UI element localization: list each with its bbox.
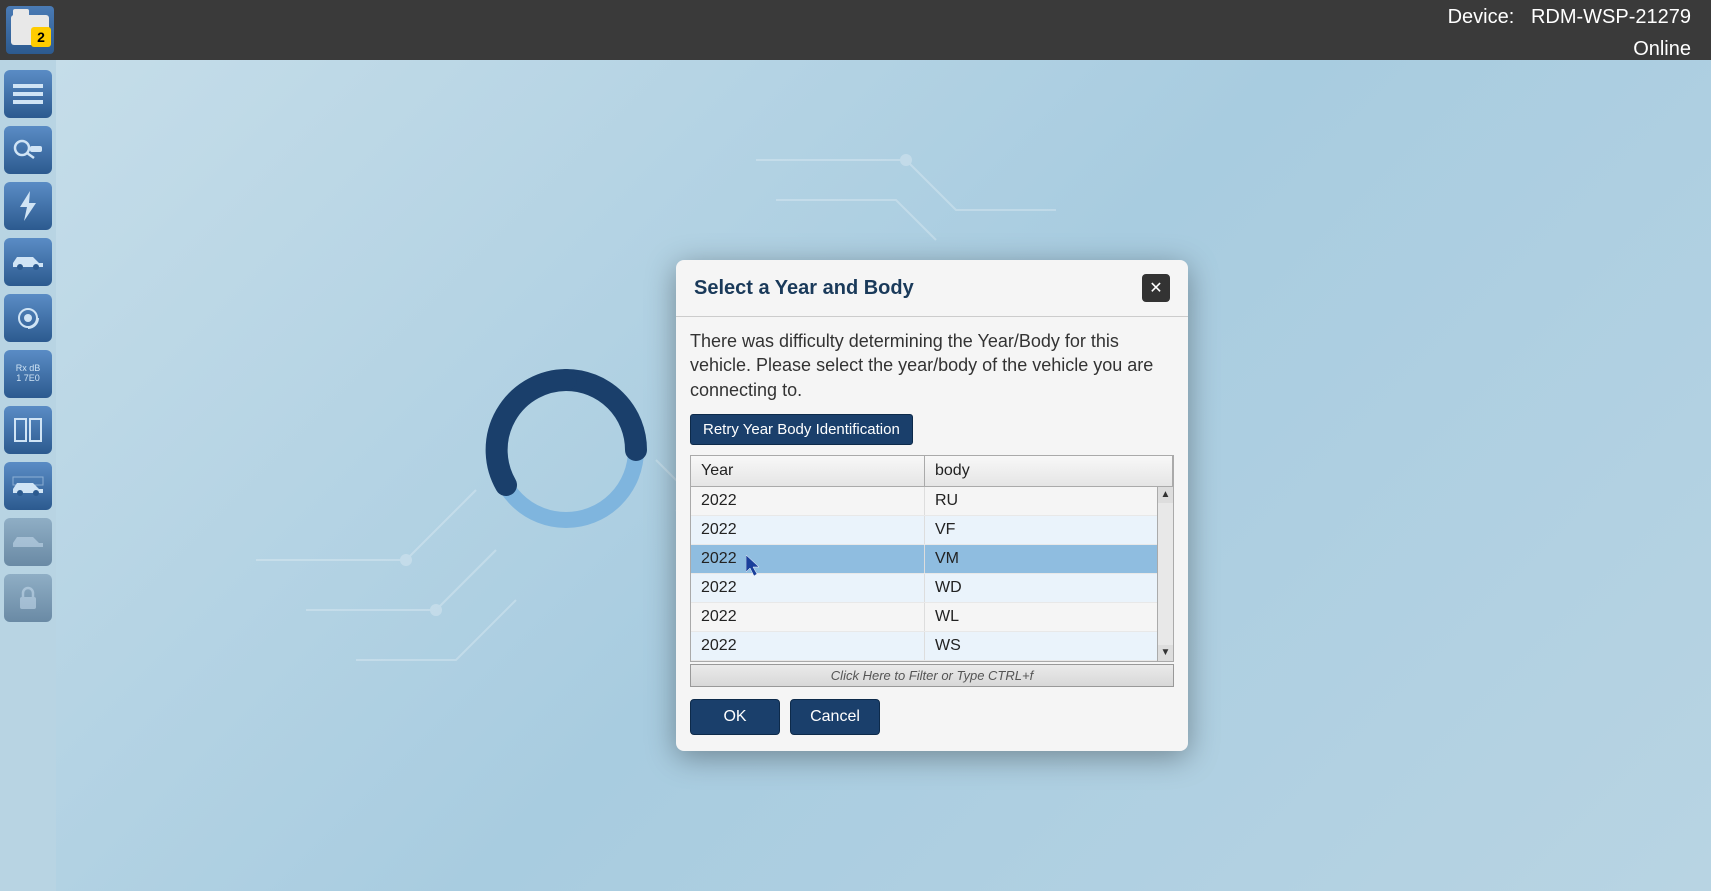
table-row[interactable]: 2022RU [691,487,1157,516]
lock-icon [4,574,52,622]
scroll-down-icon[interactable]: ▼ [1158,645,1173,661]
folder-button[interactable]: 2 [6,6,54,54]
topbar: 2 Device: RDM-WSP-21279 Online [0,0,1711,60]
column-header-year[interactable]: Year [691,456,925,486]
vehicle2-icon[interactable] [4,462,52,510]
cell-year: 2022 [691,574,925,602]
retry-button[interactable]: Retry Year Body Identification [690,414,913,445]
vehicle-icon[interactable] [4,238,52,286]
year-body-dialog: Select a Year and Body ✕ There was diffi… [676,260,1188,751]
scrollbar[interactable]: ▲ ▼ [1157,487,1173,661]
cell-body: WS [925,632,1157,660]
filter-input[interactable]: Click Here to Filter or Type CTRL+f [690,664,1174,687]
dialog-body: There was difficulty determining the Yea… [676,317,1188,751]
cancel-button[interactable]: Cancel [790,699,880,735]
folder-count-badge: 2 [31,27,51,47]
radar-icon[interactable] [4,294,52,342]
device-id: RDM-WSP-21279 [1531,6,1691,28]
ok-button[interactable]: OK [690,699,780,735]
scan-icon[interactable] [4,126,52,174]
device-label: Device: [1448,6,1515,28]
flash-icon[interactable] [4,182,52,230]
table-header: Year body [691,456,1173,487]
vehicle3-icon [4,518,52,566]
year-body-table: Year body 2022RU2022VF2022VM2022WD2022WL… [690,455,1174,662]
cell-year: 2022 [691,632,925,660]
cell-body: VF [925,516,1157,544]
cell-body: VM [925,545,1157,573]
column-header-body[interactable]: body [925,456,1173,486]
scroll-track[interactable] [1158,503,1173,645]
cell-year: 2022 [691,603,925,631]
cell-body: WL [925,603,1157,631]
table-row[interactable]: 2022WD [691,574,1157,603]
cell-year: 2022 [691,545,925,573]
table-row[interactable]: 2022WS [691,632,1157,661]
layout-icon[interactable] [4,406,52,454]
sidebar: Rx dB1 7E0 [0,60,56,891]
cell-year: 2022 [691,487,925,515]
dialog-buttons: OK Cancel [690,699,1174,735]
connection-status: Online [1633,38,1691,61]
device-info: Device: RDM-WSP-21279 [1448,0,1691,29]
cell-year: 2022 [691,516,925,544]
dialog-title: Select a Year and Body [694,277,914,300]
logo-ring [476,360,656,540]
cell-body: WD [925,574,1157,602]
table-row[interactable]: 2022WL [691,603,1157,632]
close-icon[interactable]: ✕ [1142,274,1170,302]
table-rows: 2022RU2022VF2022VM2022WD2022WL2022WS [691,487,1157,661]
scroll-up-icon[interactable]: ▲ [1158,487,1173,503]
data-icon[interactable]: Rx dB1 7E0 [4,350,52,398]
menu-icon[interactable] [4,70,52,118]
main-area: Select a Year and Body ✕ There was diffi… [56,60,1711,891]
folder-icon: 2 [11,15,49,45]
cell-body: RU [925,487,1157,515]
table-row[interactable]: 2022VM [691,545,1157,574]
table-row[interactable]: 2022VF [691,516,1157,545]
dialog-message: There was difficulty determining the Yea… [690,329,1174,402]
dialog-header: Select a Year and Body ✕ [676,260,1188,317]
